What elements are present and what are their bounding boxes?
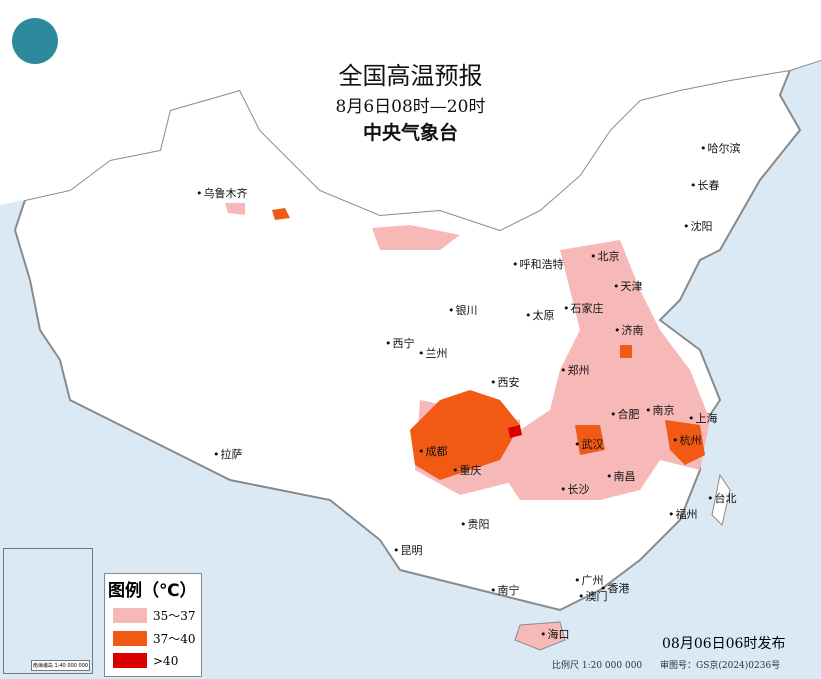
- city-label: 合肥: [610, 406, 640, 422]
- city-label: 济南: [614, 322, 644, 338]
- city-label: 重庆: [452, 462, 482, 478]
- city-label: 武汉: [574, 436, 604, 452]
- city-label: 福州: [668, 506, 698, 522]
- legend-label: >40: [153, 653, 179, 668]
- northern-land: [0, 0, 821, 230]
- forecast-period: 8月6日08时—20时: [335, 97, 486, 117]
- city-label: 西安: [490, 374, 520, 390]
- city-label: 郑州: [560, 362, 590, 378]
- city-label: 昆明: [393, 542, 423, 558]
- city-label: 上海: [688, 410, 718, 426]
- city-label: 长沙: [560, 481, 590, 497]
- city-label: 乌鲁木齐: [196, 185, 248, 201]
- legend-item: >40: [113, 653, 201, 668]
- publish-time: 08月06日06时发布: [662, 636, 786, 652]
- legend-item: 37～40: [113, 630, 201, 647]
- scale: 比例尺 1:20 000 000: [552, 661, 643, 671]
- legend-label: 37～40: [153, 632, 196, 646]
- city-label: 拉萨: [213, 446, 243, 462]
- city-label: 太原: [525, 307, 555, 323]
- city-label: 北京: [590, 248, 620, 264]
- city-label: 杭州: [672, 432, 702, 448]
- legend-title: 图例（℃）: [108, 581, 197, 601]
- city-label: 广州: [574, 572, 604, 588]
- south-china-sea-inset: 南海诸岛 1:40 000 000: [3, 548, 93, 674]
- city-label: 香港: [600, 580, 630, 596]
- map-title: 全国高温预报: [338, 62, 483, 90]
- city-label: 银川: [448, 302, 478, 318]
- inset-label: 南海诸岛 1:40 000 000: [30, 660, 90, 671]
- legend-swatch: [113, 653, 147, 668]
- city-label: 兰州: [418, 345, 448, 361]
- city-label: 石家庄: [563, 300, 604, 316]
- city-label: 哈尔滨: [700, 140, 741, 156]
- city-label: 呼和浩特: [512, 256, 564, 272]
- legend: 图例（℃） 35～37 37～40 >40: [104, 573, 202, 677]
- heat-above-40: [508, 425, 522, 438]
- legend-swatch: [113, 631, 147, 646]
- city-label: 天津: [613, 278, 643, 294]
- city-label: 台北: [707, 490, 737, 506]
- cma-logo: [12, 18, 58, 64]
- legend-label: 35～37: [153, 609, 196, 623]
- city-label: 西宁: [385, 335, 415, 351]
- city-label: 南宁: [490, 582, 520, 598]
- legend-swatch: [113, 608, 147, 623]
- city-label: 南昌: [606, 468, 636, 484]
- review-number: 审图号：GS京(2024)0236号: [660, 661, 781, 671]
- city-label: 海口: [540, 626, 570, 642]
- city-label: 长春: [690, 177, 720, 193]
- city-label: 贵阳: [460, 516, 490, 532]
- city-label: 成都: [418, 443, 448, 459]
- city-label: 沈阳: [683, 218, 713, 234]
- issuer: 中央气象台: [362, 122, 458, 144]
- legend-item: 35～37: [113, 607, 201, 624]
- city-label: 南京: [645, 402, 675, 418]
